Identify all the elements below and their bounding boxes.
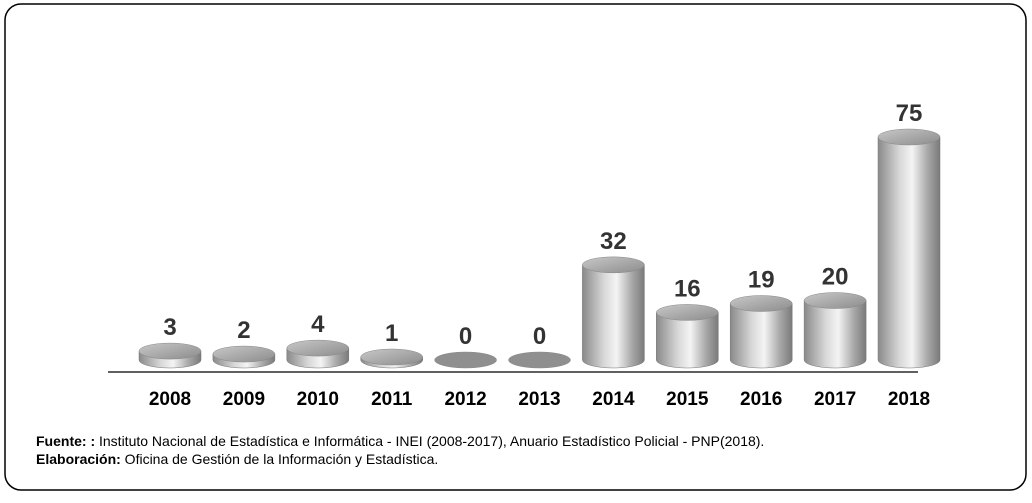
x-tick-label: 2013: [518, 389, 560, 410]
cylinder: [803, 292, 867, 369]
credit-label: Elaboración:: [36, 451, 121, 467]
cylinder-top: [212, 345, 276, 363]
source: Instituto Nacional de Estadística e Info…: [95, 433, 765, 449]
value-label: 4: [311, 311, 325, 338]
value-label: 20: [822, 264, 849, 291]
x-tick-label: 2016: [740, 389, 782, 410]
x-tick-label: 2012: [444, 389, 486, 410]
cylinder: [877, 128, 941, 369]
cylinder-top: [138, 342, 202, 360]
cylinder: [360, 348, 423, 369]
source-label: Fuente: :: [36, 433, 96, 449]
x-tick-label: 2010: [297, 389, 339, 410]
value-label: 75: [896, 100, 923, 127]
cylinder-top: [729, 295, 793, 312]
x-tick-label: 2015: [666, 389, 709, 410]
cylinder: [508, 351, 571, 369]
cylinder: [434, 351, 497, 369]
value-label: 19: [748, 267, 775, 294]
credit-line: Elaboración: Oficina de Gestión de la In…: [36, 450, 764, 468]
cylinder-body: [877, 136, 941, 369]
cylinder-top: [803, 292, 867, 309]
footer: Fuente: : Instituto Nacional de Estadíst…: [36, 432, 764, 468]
cylinder-top: [656, 304, 719, 321]
cylinder-top: [877, 128, 941, 146]
value-label: 0: [459, 323, 472, 350]
x-tick-label: 2014: [592, 389, 635, 410]
x-tick-label: 2011: [371, 389, 413, 410]
cylinder: [286, 339, 350, 369]
cylinder: [582, 256, 645, 369]
value-label: 0: [533, 323, 546, 350]
cylinder-top: [582, 256, 645, 274]
cylinder: [656, 304, 719, 369]
source-line: Fuente: : Instituto Nacional de Estadíst…: [36, 432, 764, 450]
value-label: 32: [600, 228, 627, 255]
cylinder-top: [434, 351, 497, 369]
cylinder-body: [729, 303, 793, 369]
cylinder-top: [360, 348, 423, 366]
x-tick-label: 2008: [149, 389, 191, 410]
cylinder-body: [582, 264, 645, 369]
value-label: 3: [163, 314, 176, 341]
value-label: 16: [674, 275, 701, 302]
cylinder: [729, 295, 793, 369]
x-tick-label: 2009: [223, 389, 265, 410]
frame: [4, 3, 1027, 491]
cylinder-top: [508, 351, 571, 369]
credit: Oficina de Gestión de la Información y E…: [120, 451, 439, 467]
cylinder-top: [286, 339, 350, 357]
cylinder: [212, 345, 276, 369]
cylinder-body: [656, 312, 719, 369]
cylinder: [138, 342, 202, 369]
x-tick-label: 2018: [888, 389, 930, 410]
cylinder-body: [803, 300, 867, 369]
value-label: 2: [237, 317, 250, 344]
value-label: 1: [385, 320, 398, 347]
x-tick-label: 2017: [814, 389, 856, 410]
